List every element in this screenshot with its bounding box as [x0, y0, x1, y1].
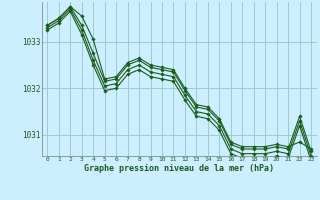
X-axis label: Graphe pression niveau de la mer (hPa): Graphe pression niveau de la mer (hPa): [84, 164, 274, 173]
